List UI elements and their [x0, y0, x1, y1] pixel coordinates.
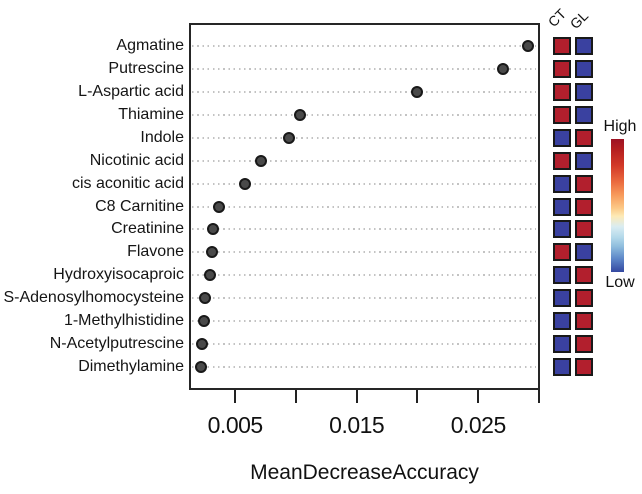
gridline: [192, 159, 536, 162]
data-point-dot: [195, 361, 208, 374]
heatmap-cell-gl: [575, 312, 593, 331]
heatmap-cell-gl: [575, 266, 593, 285]
data-point-dot: [197, 315, 210, 328]
gridline: [192, 366, 536, 369]
colorbar-gradient: [611, 139, 624, 272]
y-axis-label: Thiamine: [118, 105, 184, 123]
gridline: [192, 251, 536, 254]
heatmap-cell-ct: [553, 82, 571, 101]
data-point-dot: [203, 269, 216, 282]
data-point-dot: [411, 85, 424, 98]
y-axis-label: S-Adenosylhomocysteine: [3, 289, 184, 307]
y-axis-label: Nicotinic acid: [89, 151, 184, 169]
heatmap-cell-ct: [553, 197, 571, 216]
heatmap-cell-gl: [575, 220, 593, 239]
heatmap-cell-ct: [553, 128, 571, 147]
data-point-dot: [522, 39, 535, 52]
gridline: [192, 136, 536, 139]
y-axis-label: Creatinine: [111, 220, 184, 238]
data-point-dot: [196, 338, 209, 351]
x-axis-tick: [234, 390, 237, 403]
y-axis-label: C8 Carnitine: [95, 197, 184, 215]
y-axis-label: Putrescine: [108, 59, 184, 77]
heatmap-cell-ct: [553, 105, 571, 124]
x-axis-tick: [538, 390, 540, 403]
x-axis-title: MeanDecreaseAccuracy: [250, 461, 479, 484]
gridline: [192, 113, 536, 116]
y-axis-label: N-Acetylputrescine: [49, 335, 184, 353]
heatmap-cell-ct: [553, 335, 571, 354]
heatmap-cell-gl: [575, 335, 593, 354]
data-point-dot: [207, 223, 220, 236]
heatmap-cell-gl: [575, 174, 593, 193]
data-point-dot: [238, 177, 251, 190]
y-axis-label: Indole: [140, 128, 184, 146]
data-point-dot: [254, 154, 267, 167]
y-axis-label: Flavone: [127, 243, 184, 261]
x-axis-tick: [355, 390, 358, 403]
gridline: [192, 182, 536, 185]
gridline: [192, 44, 536, 47]
x-axis-tick: [294, 390, 297, 403]
data-point-dot: [293, 108, 306, 121]
heatmap-cell-gl: [575, 105, 593, 124]
y-axis-label: Hydroxyisocaproic: [53, 266, 184, 284]
gridline: [192, 67, 536, 70]
y-axis-label: Dimethylamine: [78, 358, 184, 376]
gridline: [192, 90, 536, 93]
gridline: [192, 274, 536, 277]
heatmap-cell-gl: [575, 59, 593, 78]
heatmap-cell-ct: [553, 243, 571, 262]
y-axis-label: 1-Methylhistidine: [63, 312, 184, 330]
heatmap-cell-ct: [553, 174, 571, 193]
heatmap-cell-gl: [575, 358, 593, 377]
heatmap-cell-gl: [575, 289, 593, 308]
heatmap-cell-ct: [553, 266, 571, 285]
heatmap-cell-gl: [575, 128, 593, 147]
gridline: [192, 343, 536, 346]
heatmap-cell-ct: [553, 289, 571, 308]
gridline: [192, 320, 536, 323]
x-axis-tick-label: 0.015: [329, 412, 385, 438]
gridline: [192, 205, 536, 208]
heatmap-cell-ct: [553, 312, 571, 331]
data-point-dot: [282, 131, 295, 144]
data-point-dot: [496, 62, 509, 75]
y-axis-label: Agmatine: [116, 36, 184, 54]
x-axis-tick: [416, 390, 419, 403]
heatmap-cell-gl: [575, 36, 593, 55]
heatmap-column-header-gl: GL: [566, 7, 592, 33]
y-axis-label: L-Aspartic acid: [78, 82, 184, 100]
colorbar-high-label: High: [603, 118, 637, 135]
gridline: [192, 297, 536, 300]
heatmap-cell-ct: [553, 36, 571, 55]
data-point-dot: [198, 292, 211, 305]
heatmap-cell-ct: [553, 220, 571, 239]
x-axis-tick-label: 0.005: [207, 412, 264, 438]
heatmap-cell-ct: [553, 151, 571, 170]
data-point-dot: [206, 246, 219, 259]
x-axis-tick: [477, 390, 480, 403]
data-point-dot: [213, 200, 226, 213]
gridline: [192, 228, 536, 231]
colorbar-low-label: Low: [605, 274, 635, 291]
heatmap-cell-gl: [575, 151, 593, 170]
heatmap-cell-ct: [553, 358, 571, 377]
x-axis-tick-label: 0.025: [450, 412, 507, 438]
heatmap-cell-ct: [553, 59, 571, 78]
y-axis-label: cis aconitic acid: [71, 174, 184, 192]
heatmap-column-header-ct: CT: [544, 5, 570, 30]
heatmap-cell-gl: [575, 82, 593, 101]
heatmap-cell-gl: [575, 197, 593, 216]
heatmap-cell-gl: [575, 243, 593, 262]
